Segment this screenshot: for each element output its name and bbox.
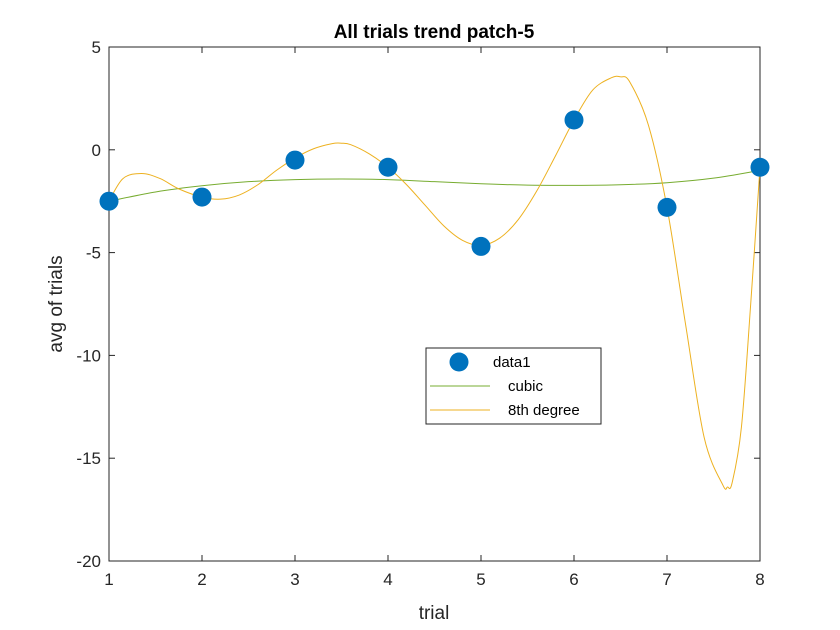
legend-label-data1: data1 <box>493 354 531 371</box>
x-tick-label: 6 <box>569 570 578 589</box>
x-tick-label: 3 <box>290 570 299 589</box>
y-tick-label: -20 <box>76 552 101 571</box>
data-point <box>657 197 677 217</box>
chart-title: All trials trend patch-5 <box>334 22 535 43</box>
legend-marker-data1 <box>449 352 469 372</box>
x-axis: 1 2 3 4 5 6 7 8 <box>104 47 765 589</box>
y-axis: 5 0 -5 -10 -15 -20 <box>76 38 760 571</box>
data-point <box>285 150 305 170</box>
y-tick-label: 5 <box>92 38 101 57</box>
data-point <box>564 110 584 130</box>
legend: data1 cubic 8th degree <box>425 347 602 425</box>
data-point <box>471 236 491 256</box>
x-tick-label: 8 <box>755 570 764 589</box>
data-point <box>192 187 212 207</box>
plot-area <box>108 46 761 562</box>
series-layer <box>99 75 770 490</box>
series-line-cubic <box>108 169 761 202</box>
x-tick-label: 7 <box>662 570 671 589</box>
data-point <box>378 157 398 177</box>
legend-label-8th-degree: 8th degree <box>508 402 580 419</box>
x-tick-label: 4 <box>383 570 392 589</box>
x-axis-label: trial <box>419 603 450 624</box>
y-axis-label: avg of trials <box>46 255 67 352</box>
y-tick-label: -5 <box>86 244 101 263</box>
y-tick-label: -15 <box>76 449 101 468</box>
data-point <box>750 157 770 177</box>
y-tick-label: -10 <box>76 346 101 365</box>
legend-label-cubic: cubic <box>508 378 544 395</box>
y-tick-label: 0 <box>92 141 101 160</box>
x-tick-label: 5 <box>476 570 485 589</box>
x-tick-label: 1 <box>104 570 113 589</box>
data-point <box>99 191 119 211</box>
x-tick-label: 2 <box>197 570 206 589</box>
